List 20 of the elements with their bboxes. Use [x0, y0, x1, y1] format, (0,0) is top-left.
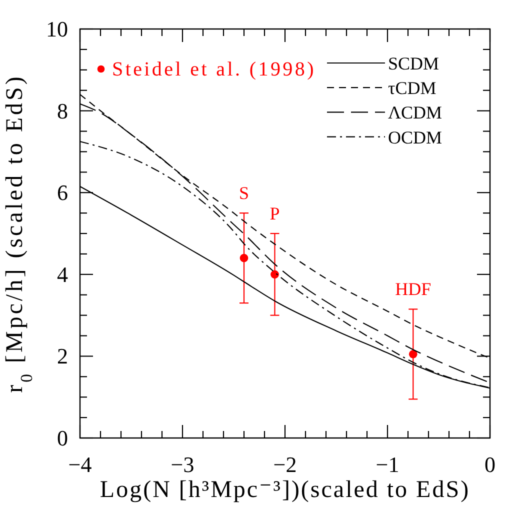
x-tick-label: −1: [376, 452, 400, 477]
x-axis-title: Log(N [h³Mpc⁻³])(scaled to EdS): [100, 477, 470, 503]
y-tick-label: 4: [57, 262, 68, 287]
legend-label: SCDM: [388, 54, 440, 74]
legend-label: OCDM: [388, 127, 442, 148]
x-tick-label: −4: [68, 452, 92, 477]
legend-label: ΛCDM: [388, 102, 442, 123]
legend-label: Steidel et al. (1998): [112, 58, 316, 81]
y-tick-label: 8: [57, 98, 68, 124]
x-tick-label: −2: [273, 452, 297, 477]
annotation: HDF: [395, 279, 432, 300]
annotation: P: [270, 204, 280, 224]
legend-label: τCDM: [388, 78, 436, 98]
y-tick-label: 0: [57, 426, 68, 450]
x-tick-label: 0: [484, 452, 496, 477]
y-tick-label: 10: [46, 16, 68, 42]
y-tick-label: 6: [57, 180, 68, 206]
annotation: S: [238, 183, 250, 204]
x-tick-label: −3: [170, 452, 194, 477]
y-tick-label: 2: [57, 344, 68, 369]
